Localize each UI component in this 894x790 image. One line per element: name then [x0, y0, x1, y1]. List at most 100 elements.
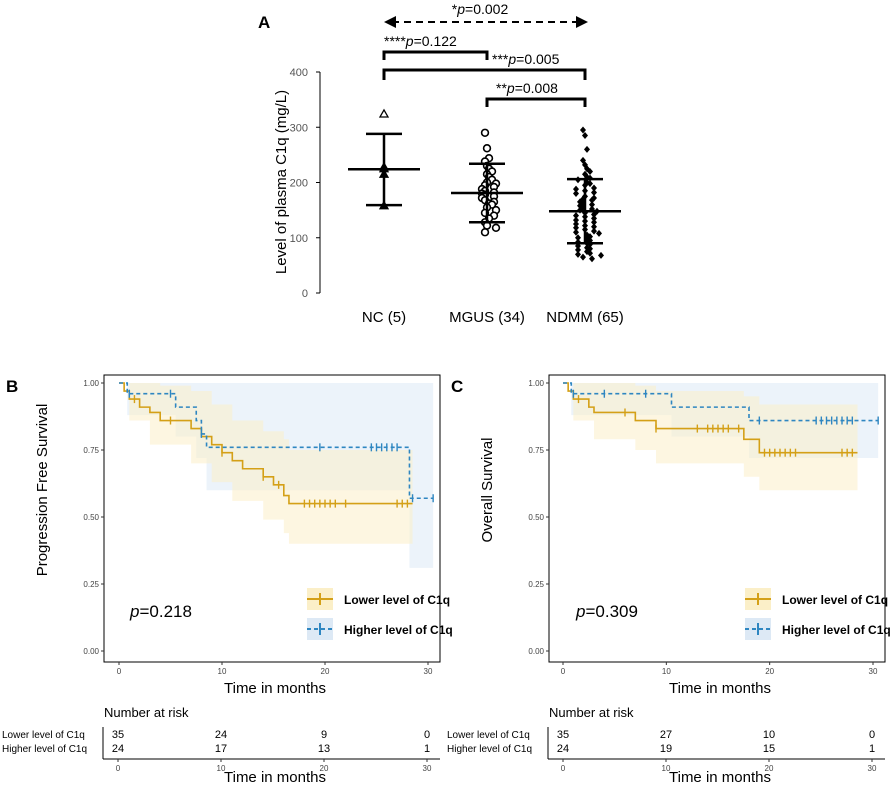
risk-count: 17 — [215, 743, 227, 755]
panel-b-legend: Lower level of C1q Higher level of C1q — [307, 588, 453, 640]
bracket-mgus-ndmm — [485, 97, 587, 107]
bracket-nc-mgus — [382, 50, 489, 60]
data-point-ndmm — [582, 132, 588, 140]
x-tick-label: 20 — [321, 667, 330, 676]
legend-lower-label: Lower level of C1q — [344, 593, 450, 607]
x-tick-label: 0 — [561, 667, 566, 676]
data-point-ndmm — [587, 167, 593, 175]
panel-c-risk-table: Number at risk Lower level of C1q Higher… — [447, 705, 885, 786]
panel-b-letter: B — [6, 377, 18, 396]
data-point-ndmm — [573, 228, 579, 236]
data-point-ndmm — [589, 255, 595, 263]
risk-x-tick-label: 20 — [765, 764, 774, 773]
arrow-head-right — [576, 16, 588, 28]
x-tick-label: 10 — [218, 667, 227, 676]
y-tick-label: 0.00 — [528, 647, 544, 656]
legend-higher-label: Higher level of C1q — [782, 623, 891, 637]
risk-x-tick-label: 0 — [116, 764, 121, 773]
data-point-mgus — [482, 144, 492, 153]
x-tick-label: 10 — [662, 667, 671, 676]
data-point-ndmm — [580, 126, 586, 134]
risk-row-label-higher: Higher level of C1q — [447, 744, 532, 755]
risk-count: 27 — [660, 729, 672, 741]
panel-b-x-label: Time in months — [224, 680, 326, 697]
data-point-ndmm — [591, 218, 597, 226]
risk-x-tick-label: 30 — [868, 764, 877, 773]
plot-frame — [103, 374, 441, 663]
data-point-ndmm — [591, 214, 597, 222]
y-tick-label: 0.75 — [83, 446, 99, 455]
data-point-ndmm — [587, 180, 593, 188]
data-point-ndmm — [589, 196, 595, 204]
panel-a-comparisons: *p=0.002 ****p=0.122 ***p=0.005 **p=0.00… — [382, 1, 588, 107]
risk-count: 0 — [424, 729, 430, 741]
y-tick-label: 0 — [302, 288, 308, 300]
data-point-ndmm — [589, 201, 595, 209]
y-tick-label: 0.50 — [83, 513, 99, 522]
data-point-mgus — [480, 228, 490, 237]
panel-b-pvalue: p=0.218 — [129, 602, 192, 621]
arrow-head-left — [384, 16, 396, 28]
risk-x-label: Time in months — [669, 769, 771, 786]
data-point-nc — [378, 108, 390, 118]
data-point-ndmm — [591, 188, 597, 196]
data-point-ndmm — [573, 216, 579, 224]
panel-a-letter: A — [258, 13, 270, 32]
risk-row-label-lower: Lower level of C1q — [447, 730, 530, 741]
panel-b-risk-table: Number at risk Lower level of C1q Higher… — [2, 705, 440, 786]
x-category-label: NDMM (65) — [546, 309, 624, 326]
risk-count: 35 — [557, 729, 569, 741]
data-point-ndmm — [591, 223, 597, 231]
panel-a: A Level of plasma C1q (mg/L) 0 100 200 300 4… — [258, 1, 624, 326]
data-point-ndmm — [575, 234, 581, 242]
risk-count: 24 — [215, 729, 227, 741]
y-tick-label: 300 — [290, 122, 308, 134]
survival-curve-higher — [119, 382, 434, 500]
y-tick-label: 200 — [290, 178, 308, 190]
panel-a-y-label: Level of plasma C1q (mg/L) — [273, 90, 290, 274]
y-tick-label: 100 — [290, 233, 308, 245]
comparison-label-1: *p=0.002 — [452, 1, 509, 17]
data-point-mgus — [480, 128, 490, 137]
risk-count: 10 — [763, 729, 775, 741]
x-category-label: NC (5) — [362, 309, 406, 326]
data-point-ndmm — [596, 229, 602, 237]
x-tick-label: 30 — [869, 667, 878, 676]
data-point-ndmm — [591, 227, 597, 235]
data-point-ndmm — [573, 212, 579, 220]
data-point-ndmm — [573, 190, 579, 198]
risk-row-label-lower: Lower level of C1q — [2, 730, 85, 741]
panel-c-x-label: Time in months — [669, 680, 771, 697]
data-point-ndmm — [573, 220, 579, 228]
comparison-label-3: ***p=0.005 — [492, 51, 560, 67]
panel-c-y-label: Overall Survival — [479, 437, 496, 542]
data-point-mgus — [491, 223, 501, 233]
panel-b-y-label: Progression Free Survival — [34, 404, 51, 577]
y-tick-label: 1.00 — [83, 379, 99, 388]
x-tick-label: 0 — [117, 667, 122, 676]
survival-curve-lower — [119, 382, 413, 505]
y-tick-label: 400 — [290, 67, 308, 79]
risk-count: 1 — [869, 743, 875, 755]
y-tick-label: 0.25 — [528, 580, 544, 589]
data-point-ndmm — [591, 184, 597, 192]
data-point-ndmm — [575, 250, 581, 258]
risk-count: 24 — [112, 743, 124, 755]
x-tick-label: 20 — [765, 667, 774, 676]
risk-title: Number at risk — [104, 705, 189, 720]
comparison-label-2: ****p=0.122 — [384, 33, 457, 49]
ci-band-lower — [563, 383, 858, 491]
risk-x-tick-label: 30 — [423, 764, 432, 773]
panel-c-letter: C — [451, 377, 463, 396]
data-point-ndmm — [591, 211, 597, 219]
risk-x-tick-label: 10 — [217, 764, 226, 773]
risk-x-label: Time in months — [224, 769, 326, 786]
legend-higher-label: Higher level of C1q — [344, 623, 453, 637]
y-tick-label: 1.00 — [528, 379, 544, 388]
data-point-ndmm — [573, 224, 579, 232]
risk-x-tick-label: 0 — [561, 764, 566, 773]
comparison-label-4: **p=0.008 — [496, 80, 558, 96]
data-point-ndmm — [580, 253, 586, 261]
risk-title: Number at risk — [549, 705, 634, 720]
survival-curve-higher — [563, 382, 879, 422]
